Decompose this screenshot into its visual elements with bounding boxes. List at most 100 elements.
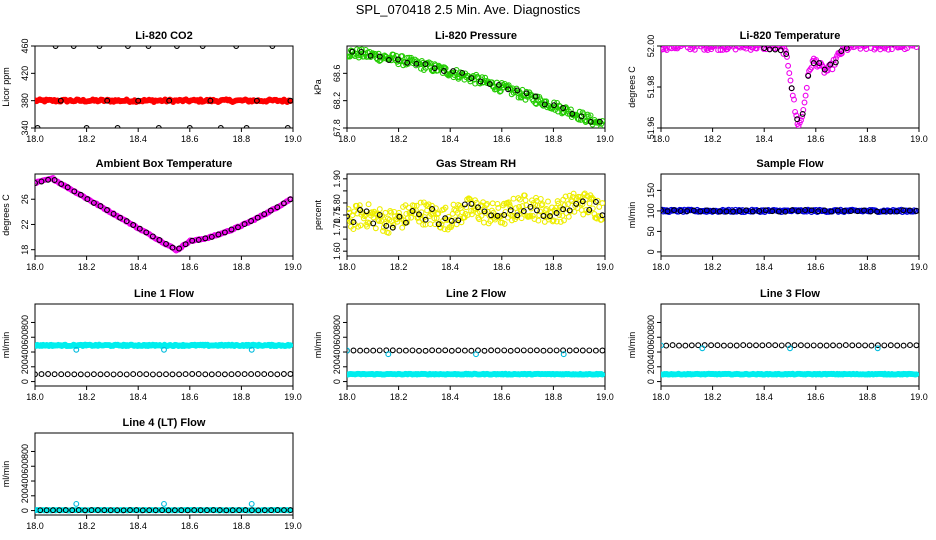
data-point bbox=[248, 218, 255, 224]
data-point bbox=[363, 347, 370, 354]
data-point bbox=[699, 345, 706, 352]
data-point bbox=[489, 200, 496, 207]
data-point bbox=[880, 208, 887, 215]
data-point bbox=[764, 46, 770, 48]
y-tick-label: 0 bbox=[646, 249, 656, 254]
data-point bbox=[772, 46, 779, 53]
data-point bbox=[408, 214, 415, 221]
y-tick-label: 200 bbox=[646, 359, 656, 374]
data-point bbox=[690, 46, 697, 50]
x-tick-label: 18.4 bbox=[755, 392, 773, 402]
data-point bbox=[795, 208, 802, 215]
data-point bbox=[435, 221, 442, 228]
x-tick-label: 18.8 bbox=[233, 262, 251, 272]
data-point bbox=[163, 240, 169, 247]
data-point bbox=[703, 207, 710, 214]
data-point bbox=[520, 347, 527, 354]
data-point bbox=[894, 342, 901, 349]
data-point bbox=[435, 210, 442, 217]
data-point bbox=[734, 46, 739, 47]
data-point bbox=[800, 106, 807, 113]
data-point bbox=[104, 371, 110, 378]
data-point bbox=[432, 205, 439, 212]
data-point bbox=[114, 507, 121, 514]
data-point bbox=[661, 207, 664, 214]
data-point bbox=[740, 342, 747, 349]
data-point bbox=[69, 507, 76, 514]
data-point bbox=[442, 204, 449, 211]
data-point bbox=[893, 208, 900, 215]
data-point bbox=[566, 207, 573, 214]
data-point bbox=[817, 342, 824, 349]
data-point bbox=[399, 224, 406, 231]
data-point bbox=[45, 176, 52, 183]
data-point bbox=[890, 46, 896, 48]
data-point bbox=[178, 507, 185, 514]
y-tick-label: 51.98 bbox=[646, 76, 656, 99]
data-point bbox=[870, 46, 874, 47]
x-tick-label: 18.4 bbox=[129, 262, 147, 272]
chart-panel-line4: Line 4 (LT) Flow 18.0 18.2 18.4 18.6 18.8 19.0… bbox=[1, 417, 302, 531]
data-point bbox=[267, 371, 274, 378]
data-point bbox=[516, 196, 523, 203]
data-point bbox=[907, 342, 913, 349]
data-point bbox=[442, 215, 449, 222]
data-point bbox=[730, 208, 736, 215]
data-point bbox=[38, 371, 45, 378]
data-point bbox=[775, 208, 782, 215]
data-point bbox=[486, 81, 493, 88]
x-tick-label: 18.0 bbox=[26, 521, 44, 531]
data-point bbox=[422, 347, 429, 354]
y-tick-label: 150 bbox=[646, 183, 656, 198]
data-point bbox=[859, 40, 864, 45]
data-point bbox=[455, 347, 462, 354]
data-point bbox=[827, 61, 834, 68]
data-point bbox=[182, 371, 189, 378]
chart-panel-co2: Li-820 CO2 18.0 18.2 18.4 18.6 18.8 19.0 340 380… bbox=[1, 30, 302, 144]
x-tick-label: 18.2 bbox=[78, 521, 96, 531]
data-point bbox=[526, 213, 533, 220]
data-point bbox=[856, 46, 863, 49]
data-point bbox=[189, 237, 196, 244]
panel-grid: Li-820 CO2 18.0 18.2 18.4 18.6 18.8 19.0 340 380… bbox=[1, 30, 928, 531]
data-point bbox=[537, 195, 544, 202]
x-tick-label: 18.6 bbox=[181, 521, 199, 531]
data-point bbox=[404, 59, 411, 66]
data-point bbox=[720, 342, 727, 349]
x-tick-label: 18.4 bbox=[441, 392, 459, 402]
data-point bbox=[215, 231, 222, 238]
data-point bbox=[688, 342, 695, 349]
x-tick-label: 18.6 bbox=[807, 392, 825, 402]
data-point bbox=[676, 342, 682, 349]
y-tick-label: 380 bbox=[20, 93, 30, 108]
data-point bbox=[785, 62, 792, 69]
data-point bbox=[94, 507, 101, 514]
data-point bbox=[161, 346, 167, 353]
data-point bbox=[366, 220, 373, 227]
data-point bbox=[484, 200, 491, 207]
data-point bbox=[38, 178, 45, 185]
data-point bbox=[475, 204, 481, 211]
data-point bbox=[228, 226, 235, 233]
data-point bbox=[120, 507, 127, 514]
data-point bbox=[50, 507, 56, 514]
data-point bbox=[97, 203, 104, 210]
data-point bbox=[569, 110, 576, 117]
x-tick-label: 18.8 bbox=[859, 392, 877, 402]
data-point bbox=[762, 207, 769, 214]
data-point bbox=[555, 200, 562, 207]
data-point bbox=[235, 371, 241, 377]
y-tick-label: 460 bbox=[20, 38, 30, 53]
data-point bbox=[287, 371, 293, 377]
data-point bbox=[84, 196, 91, 203]
data-point bbox=[661, 342, 664, 349]
data-point bbox=[390, 51, 397, 58]
data-point bbox=[416, 347, 422, 354]
x-tick-label: 18.2 bbox=[704, 262, 722, 272]
data-point bbox=[215, 371, 222, 378]
data-point bbox=[221, 229, 228, 236]
data-point bbox=[482, 74, 489, 81]
data-point bbox=[592, 198, 599, 205]
data-point bbox=[808, 207, 815, 214]
series-outliers bbox=[73, 346, 255, 353]
